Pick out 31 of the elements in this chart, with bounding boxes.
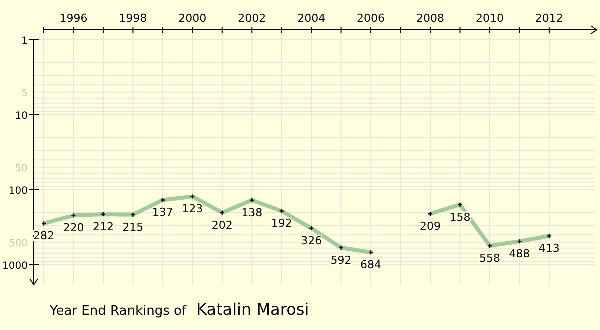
text: Year End Rankings of <box>50 304 187 319</box>
data-label: 138 <box>242 206 263 220</box>
data-label: 220 <box>63 222 84 235</box>
data-label: 558 <box>479 252 500 265</box>
data-label: 212 <box>92 220 114 234</box>
x-tick-label: 2008 <box>416 12 445 25</box>
x-tick-label: 1996 <box>60 12 88 25</box>
data-label: 192 <box>271 217 292 230</box>
data-label: 326 <box>301 234 322 248</box>
x-tick-label: 2012 <box>535 12 564 25</box>
data-label: 215 <box>122 220 144 234</box>
x-tick-label: 2010 <box>476 12 504 25</box>
y-tick-label: 100 <box>8 186 28 197</box>
x-tick-label: 2002 <box>238 12 266 25</box>
y-tick-label: 10 <box>15 110 28 122</box>
data-label: 413 <box>538 242 560 256</box>
data-label: 123 <box>182 202 204 216</box>
x-tick-label: 2006 <box>357 12 386 25</box>
data-label: 488 <box>509 248 530 261</box>
x-tick-label: 2004 <box>298 12 326 25</box>
data-label: 592 <box>330 254 352 267</box>
x-tick-label: 1998 <box>119 12 148 25</box>
data-label: 137 <box>152 206 174 220</box>
x-tick-label: 2000 <box>178 12 207 25</box>
data-label: 684 <box>360 258 382 272</box>
data-label: 202 <box>212 218 233 232</box>
text: Katalin Marosi <box>196 300 310 319</box>
data-label: 158 <box>450 210 471 224</box>
y-tick-label: 1 <box>22 36 28 47</box>
data-label: 209 <box>420 220 442 233</box>
y-tick-label: 1000 <box>2 260 28 272</box>
